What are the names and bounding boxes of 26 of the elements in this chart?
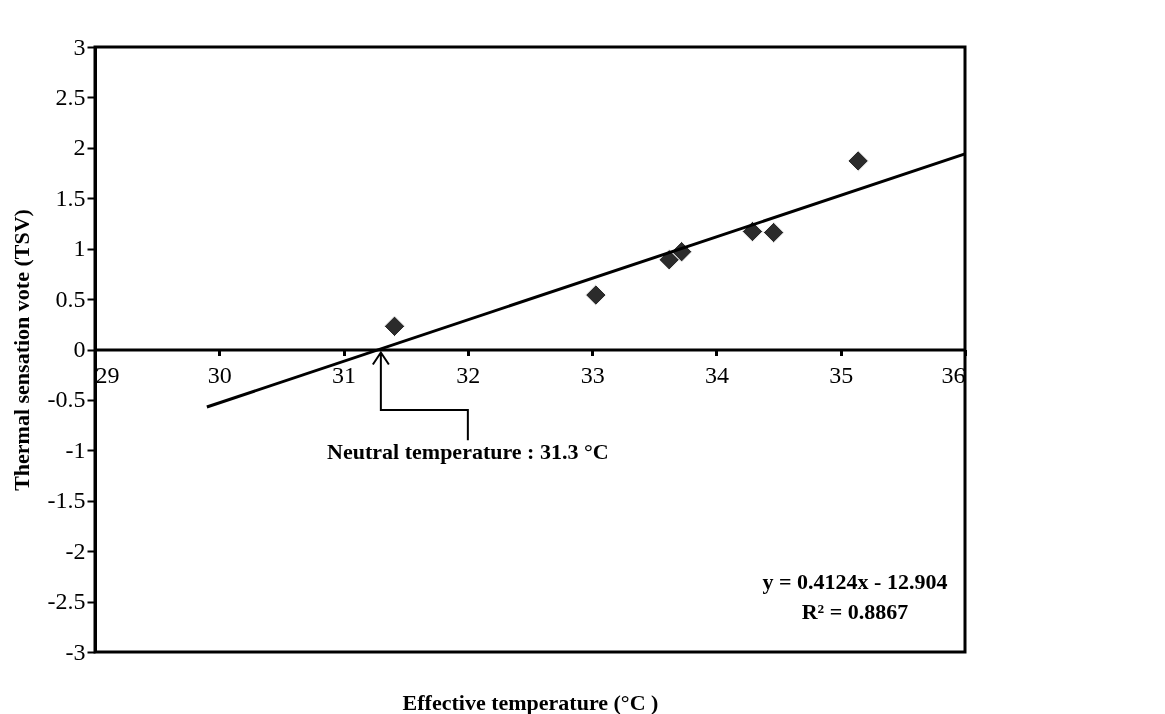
annotation: y = 0.4124x - 12.904 bbox=[762, 569, 948, 594]
x-tick-label: 29 bbox=[95, 362, 120, 388]
annotation: Neutral temperature : 31.3 °C bbox=[327, 439, 609, 465]
x-tick-label: 32 bbox=[456, 362, 481, 388]
y-tick-label: 0 bbox=[73, 336, 86, 362]
y-tick-label: 2 bbox=[73, 134, 86, 161]
x-tick-label: 35 bbox=[829, 362, 854, 388]
x-tick-label: 34 bbox=[704, 362, 729, 388]
y-axis-title: Thermal sensation vote (TSV) bbox=[8, 209, 34, 491]
y-tick-label: -0.5 bbox=[47, 386, 86, 413]
y-tick-label: 3 bbox=[73, 33, 86, 60]
y-tick-label: -1 bbox=[65, 436, 86, 463]
y-tick-label: -1.5 bbox=[47, 487, 86, 514]
y-tick-label: 1.5 bbox=[55, 184, 86, 211]
annotation: R² = 0.8867 bbox=[801, 599, 909, 624]
y-tick-label: 1 bbox=[73, 235, 86, 262]
y-tick-label: -3 bbox=[65, 638, 86, 665]
y-tick-label: -2 bbox=[65, 537, 86, 564]
x-tick-label: 33 bbox=[580, 362, 605, 388]
y-tick-label: -2.5 bbox=[47, 588, 86, 615]
x-axis-title: Effective temperature (°C ) bbox=[402, 689, 659, 714]
y-tick-label: 2.5 bbox=[55, 83, 86, 110]
x-tick-label: 31 bbox=[332, 362, 357, 388]
y-tick-label: 0.5 bbox=[55, 285, 86, 312]
x-tick-label: 30 bbox=[207, 362, 232, 388]
x-tick-label: 36 bbox=[941, 362, 966, 388]
